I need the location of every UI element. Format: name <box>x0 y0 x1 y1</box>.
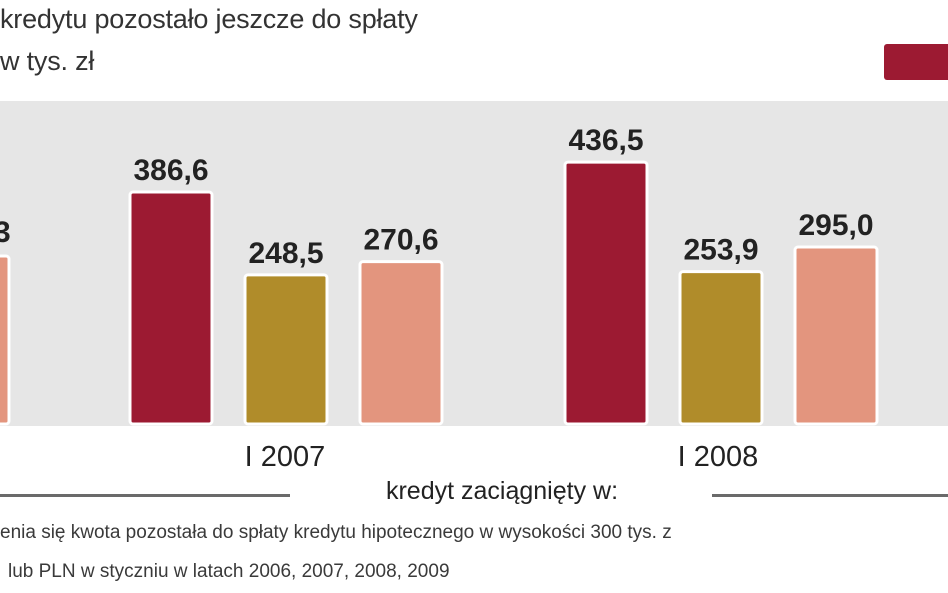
value-label: 436,5 <box>568 124 643 157</box>
bar-i-2008-s3 <box>793 245 879 426</box>
x-tick-label: I 2008 <box>678 441 759 473</box>
footnote-line-1: enia się kwota pozostała do spłaty kredy… <box>0 522 672 543</box>
bar-i-2007-s2 <box>243 273 329 426</box>
bar-i-2007-s3 <box>358 260 444 426</box>
value-label: 270,6 <box>363 224 438 257</box>
value-label: 386,6 <box>133 154 208 187</box>
value-label: 295,0 <box>798 209 873 242</box>
value-label: 253,9 <box>683 234 758 267</box>
value-label-partial: 3 <box>0 216 11 249</box>
axis-rule-left <box>0 494 290 497</box>
x-axis-group-label: kredyt zaciągnięty w: <box>385 477 619 505</box>
bar-partial-cropped <box>0 254 11 426</box>
x-tick-label: I 2007 <box>245 441 326 473</box>
bar-i-2007-s1 <box>128 190 214 426</box>
chart-unit-label: w tys. zł <box>0 46 95 76</box>
bar-i-2008-s2 <box>678 270 764 426</box>
legend-swatch-series1 <box>884 44 948 80</box>
value-label: 248,5 <box>248 237 323 270</box>
footnote-line-2: lub PLN w styczniu w latach 2006, 2007, … <box>8 561 450 582</box>
chart-title: kredytu pozostało jeszcze do spłaty <box>0 4 418 34</box>
axis-rule-right <box>712 494 948 497</box>
bar-i-2008-s1 <box>563 160 649 426</box>
